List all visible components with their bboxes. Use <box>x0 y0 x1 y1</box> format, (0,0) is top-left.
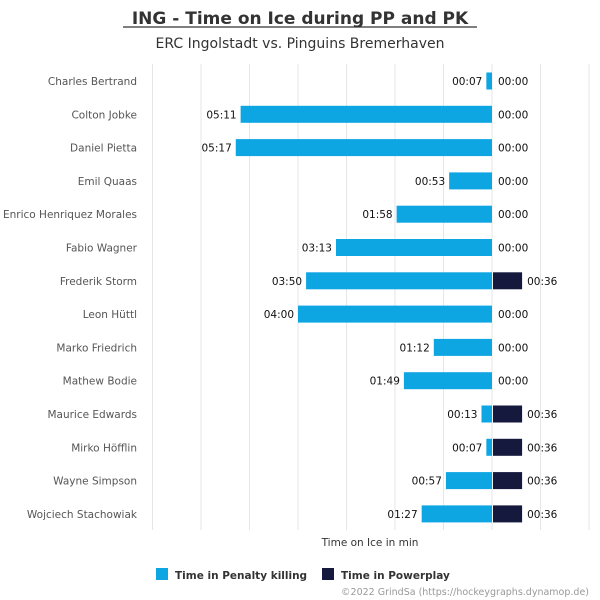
player-label: Enrico Henriquez Morales <box>3 209 137 221</box>
player-label: Marko Friedrich <box>56 342 137 354</box>
value-label-penalty-killing: 00:07 <box>452 76 482 88</box>
bar-penalty-killing <box>486 438 492 456</box>
credit-text: ©2022 GrindSa (https://hockeygraphs.dyna… <box>341 587 589 598</box>
value-label-powerplay: 00:00 <box>498 76 528 88</box>
value-label-penalty-killing: 00:13 <box>447 409 477 421</box>
chart-title: ING - Time on Ice during PP and PK <box>132 9 469 29</box>
player-label: Fabio Wagner <box>66 243 138 255</box>
bar-penalty-killing <box>481 405 492 423</box>
bars <box>235 72 523 523</box>
value-labels: 00:07 00:00 05:11 00:00 05:17 00:00 00:53 00:00… <box>201 76 557 521</box>
player-label: Mathew Bodie <box>63 376 137 388</box>
legend-swatch-penalty-killing <box>156 568 168 580</box>
value-label-penalty-killing: 01:49 <box>370 376 400 388</box>
bar-powerplay <box>493 505 523 523</box>
value-label-penalty-killing: 01:58 <box>362 209 392 221</box>
value-label-powerplay: 00:36 <box>527 476 558 488</box>
value-label-penalty-killing: 00:53 <box>415 176 445 188</box>
value-label-penalty-killing: 01:12 <box>400 342 430 354</box>
value-label-penalty-killing: 00:07 <box>452 442 482 454</box>
value-label-powerplay: 00:00 <box>498 109 528 121</box>
value-label-penalty-killing: 00:57 <box>412 476 442 488</box>
value-label-powerplay: 00:00 <box>498 209 528 221</box>
bar-penalty-killing <box>298 305 492 323</box>
value-label-powerplay: 00:36 <box>527 509 558 521</box>
player-label: Charles Bertrand <box>48 76 137 88</box>
grid-lines <box>152 64 590 530</box>
value-label-powerplay: 00:36 <box>527 276 558 288</box>
bar-powerplay <box>493 472 523 490</box>
legend-swatch-powerplay <box>322 568 334 580</box>
value-label-powerplay: 00:00 <box>498 376 528 388</box>
bar-penalty-killing <box>445 472 492 490</box>
bar-penalty-killing <box>421 505 492 523</box>
player-label: Wayne Simpson <box>53 476 137 488</box>
player-label: Emil Quaas <box>78 176 137 188</box>
value-label-powerplay: 00:36 <box>527 409 558 421</box>
value-label-powerplay: 00:00 <box>498 342 528 354</box>
chart-subtitle: ERC Ingolstadt vs. Pinguins Bremerhaven <box>156 36 445 52</box>
value-label-powerplay: 00:00 <box>498 309 528 321</box>
player-label: Mirko Höfflin <box>71 442 137 454</box>
bar-penalty-killing <box>486 72 492 90</box>
bar-penalty-killing <box>306 272 492 290</box>
player-label: Leon Hüttl <box>83 309 137 321</box>
bar-penalty-killing <box>403 372 492 390</box>
player-label: Colton Jobke <box>71 109 137 121</box>
bar-penalty-killing <box>433 338 492 356</box>
legend: Time in Penalty killing Time in Powerpla… <box>156 568 450 582</box>
player-labels: Charles Bertrand Colton Jobke Daniel Piett… <box>3 76 138 521</box>
value-label-penalty-killing: 03:50 <box>272 276 302 288</box>
legend-label-penalty-killing: Time in Penalty killing <box>175 570 307 582</box>
value-label-powerplay: 00:36 <box>527 442 558 454</box>
x-axis-label: Time on Ice in min <box>321 537 419 549</box>
bar-penalty-killing <box>396 205 492 223</box>
bar-penalty-killing <box>235 139 492 157</box>
bar-penalty-killing <box>335 239 492 256</box>
bar-powerplay <box>493 272 523 290</box>
bar-penalty-killing <box>240 105 492 123</box>
player-label: Wojciech Stachowiak <box>27 509 138 521</box>
player-label: Daniel Pietta <box>70 143 137 155</box>
value-label-penalty-killing: 05:17 <box>201 143 231 155</box>
value-label-powerplay: 00:00 <box>498 143 528 155</box>
value-label-powerplay: 00:00 <box>498 243 528 255</box>
value-label-penalty-killing: 01:27 <box>387 509 417 521</box>
value-label-penalty-killing: 03:13 <box>302 243 332 255</box>
player-label: Maurice Edwards <box>47 409 137 421</box>
legend-label-powerplay: Time in Powerplay <box>341 570 450 582</box>
bar-powerplay <box>493 405 523 423</box>
player-label: Frederik Storm <box>60 276 137 288</box>
bar-penalty-killing <box>449 172 492 190</box>
value-label-penalty-killing: 04:00 <box>264 309 294 321</box>
bar-powerplay <box>493 438 523 456</box>
value-label-penalty-killing: 05:11 <box>206 109 236 121</box>
value-label-powerplay: 00:00 <box>498 176 528 188</box>
